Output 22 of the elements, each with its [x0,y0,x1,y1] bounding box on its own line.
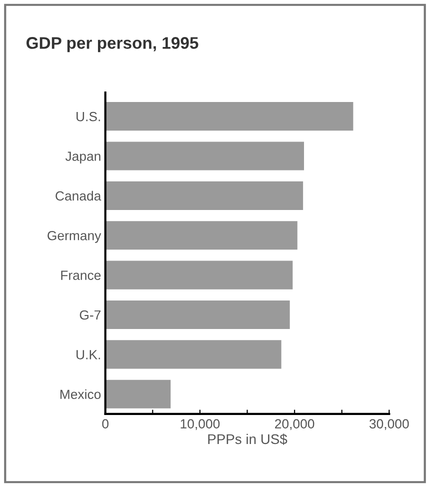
y-tick-label: Japan [65,152,100,164]
y-tick-label: Canada [56,190,102,201]
x-tick-label: 10,000 [180,419,220,430]
y-tick-label: Mexico [60,389,101,400]
bar [105,181,304,210]
bar [105,102,354,131]
y-tick-label: G-7 [80,310,101,320]
bar [105,142,304,170]
x-tick-label: 30,000 [369,419,409,430]
y-tick-label: France [61,270,101,280]
x-axis-title: PPPs in US$ [208,434,288,445]
y-tick-label: Germany [48,230,102,243]
bar [105,300,290,330]
x-tick-label: 20,000 [275,419,314,430]
bar [105,260,293,290]
chart-title: GDP per person, 1995 [26,37,198,52]
y-tick-label: U.K. [76,350,100,360]
bar [105,221,298,250]
x-tick-label: 0 [102,419,109,429]
y-tick-label: U.S. [76,112,100,122]
bar [105,340,282,369]
bar [105,380,171,408]
